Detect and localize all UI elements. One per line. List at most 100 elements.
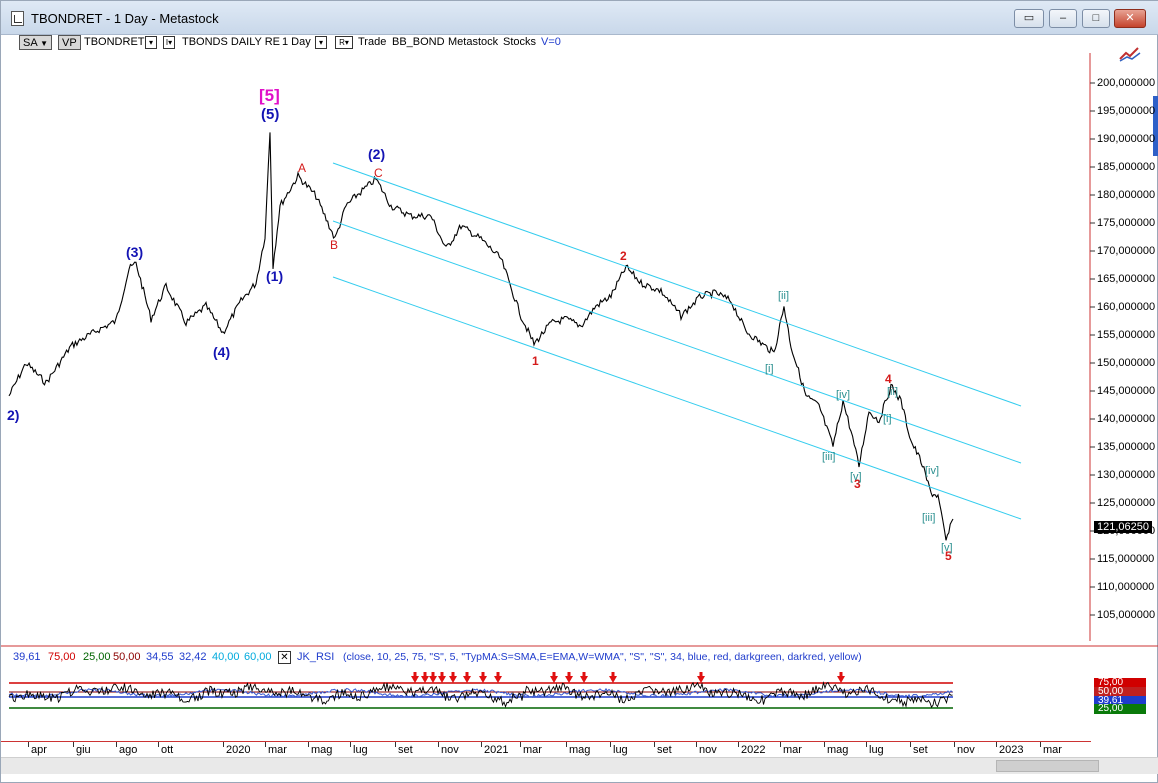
- wave-label-two: (2): [368, 146, 386, 162]
- last-price-badge: 121,06250: [1094, 521, 1152, 533]
- wave-label-one: (1): [266, 268, 284, 284]
- scrollbar-thumb[interactable]: [996, 760, 1099, 772]
- time-axis-tick: [73, 742, 74, 747]
- time-axis-label: mag: [569, 744, 591, 756]
- price-axis-label: 170,000000: [1097, 245, 1156, 257]
- time-axis-label: set: [913, 744, 928, 756]
- time-axis-label: mar: [268, 744, 287, 756]
- r-dropdown[interactable]: R▾: [335, 35, 353, 50]
- chart-area[interactable]: [1, 35, 1158, 741]
- time-axis-label: mar: [1043, 744, 1062, 756]
- sell-arrow-icon: [609, 676, 617, 683]
- price-axis-label: 175,000000: [1097, 217, 1156, 229]
- time-axis: apr giu ago ott 2020 mar mag lug set nov 2021 mar ma…: [1, 741, 1091, 757]
- indicator-close-button[interactable]: ✕: [278, 651, 291, 664]
- rsi-badge: 50,00: [1094, 687, 1146, 697]
- wave-label-i-1: [i]: [765, 363, 774, 375]
- time-axis-label: mar: [523, 744, 542, 756]
- wave-label-v-2: [v]: [941, 542, 953, 554]
- sell-arrow-icon: [479, 676, 487, 683]
- wave-label-three: (3): [126, 244, 144, 260]
- panel-edge-icon[interactable]: [1151, 96, 1158, 156]
- time-axis-label: nov: [957, 744, 975, 756]
- wave-label-minor-3: 3: [854, 477, 861, 491]
- time-axis-tick: [910, 742, 911, 747]
- time-axis-label: ago: [119, 744, 138, 756]
- time-axis-label: set: [657, 744, 672, 756]
- channel-line: [332, 276, 1022, 520]
- wave-label-four: (4): [213, 344, 231, 360]
- time-axis-tick: [158, 742, 159, 747]
- time-axis-label: mag: [827, 744, 849, 756]
- vp-button[interactable]: VP: [58, 35, 81, 50]
- price-axis-label: 135,000000: [1097, 441, 1156, 453]
- time-axis-tick: [350, 742, 351, 747]
- close-button[interactable]: ✕: [1114, 9, 1146, 28]
- indicator-value: 25,00: [83, 651, 111, 663]
- security-label: TBONDS DAILY RE: [182, 36, 281, 48]
- maximize-button[interactable]: □: [1082, 9, 1110, 28]
- sell-arrow-icon: [411, 676, 419, 683]
- time-axis-tick: [866, 742, 867, 747]
- chart-toolbar: SA ▼ VP TBONDRET ▾ I▾ TBONDS DAILY RE 1 …: [1, 35, 1091, 53]
- chevron-down-icon: ▼: [40, 39, 49, 48]
- chevron-down-icon: I▾: [163, 35, 175, 49]
- volume-label: V=0: [541, 36, 561, 48]
- time-axis-tick: [308, 742, 309, 747]
- chevron-down-icon: R▾: [335, 35, 353, 49]
- indicator-name[interactable]: JK_RSI: [297, 651, 335, 663]
- time-axis-tick: [738, 742, 739, 747]
- time-axis-label: lug: [613, 744, 628, 756]
- period-dropdown[interactable]: ▾: [315, 35, 327, 50]
- time-axis-label: set: [398, 744, 413, 756]
- sell-arrow-icon: [429, 676, 437, 683]
- time-axis-tick: [116, 742, 117, 747]
- time-axis-tick: [520, 742, 521, 747]
- wave-label-five: (5): [261, 106, 280, 123]
- wave-label-i-2: [i]: [883, 413, 892, 425]
- time-axis-label: mag: [311, 744, 333, 756]
- minimize-button[interactable]: –: [1049, 9, 1077, 28]
- sell-arrow-icon: [697, 676, 705, 683]
- indicator-value: 32,42: [179, 651, 207, 663]
- chart-app-icon: [11, 11, 24, 26]
- indicator-pane: [8, 672, 953, 709]
- rsi-series: [8, 681, 953, 709]
- trade-label[interactable]: Trade: [358, 36, 387, 48]
- time-axis-tick: [395, 742, 396, 747]
- price-axis-label: 140,000000: [1097, 413, 1156, 425]
- symbol-dropdown[interactable]: ▾: [145, 35, 157, 50]
- price-axis-label: 145,000000: [1097, 385, 1156, 397]
- sell-arrow-icon: [463, 676, 471, 683]
- title-bar[interactable]: TBONDRET - 1 Day - Metastock ▭ – □ ✕: [1, 1, 1158, 35]
- sa-button[interactable]: SA ▼: [19, 35, 53, 50]
- sell-arrow-icon: [438, 676, 446, 683]
- price-axis-label: 190,000000: [1097, 133, 1156, 145]
- wave-label-two-left: 2): [7, 407, 20, 423]
- bb-bond-label: BB_BOND: [392, 36, 445, 48]
- horizontal-scrollbar[interactable]: [1, 757, 1158, 774]
- price-series: [8, 132, 954, 541]
- time-axis-tick: [1040, 742, 1041, 747]
- wave-label-a: A: [298, 161, 307, 175]
- time-axis-tick: [28, 742, 29, 747]
- security-dropdown[interactable]: I▾: [163, 35, 175, 50]
- time-axis-label: nov: [441, 744, 459, 756]
- time-axis-tick: [481, 742, 482, 747]
- restore-chart-button[interactable]: ▭: [1014, 9, 1044, 28]
- indicator-value: 39,61: [13, 651, 41, 663]
- time-axis-tick: [654, 742, 655, 747]
- rsi-badge: 39,61: [1094, 696, 1146, 706]
- price-axis-label: 130,000000: [1097, 469, 1156, 481]
- sell-arrow-icon: [565, 676, 573, 683]
- time-axis-label: apr: [31, 744, 47, 756]
- time-axis-tick: [824, 742, 825, 747]
- price-axis-label: 105,000000: [1097, 609, 1156, 621]
- price-axis-label: 180,000000: [1097, 189, 1156, 201]
- channel-line: [332, 220, 1022, 464]
- indicator-value: 75,00: [48, 651, 76, 663]
- time-axis-tick: [265, 742, 266, 747]
- price-axis-label: 110,000000: [1097, 581, 1155, 593]
- chart-trend-icon[interactable]: [1118, 45, 1142, 63]
